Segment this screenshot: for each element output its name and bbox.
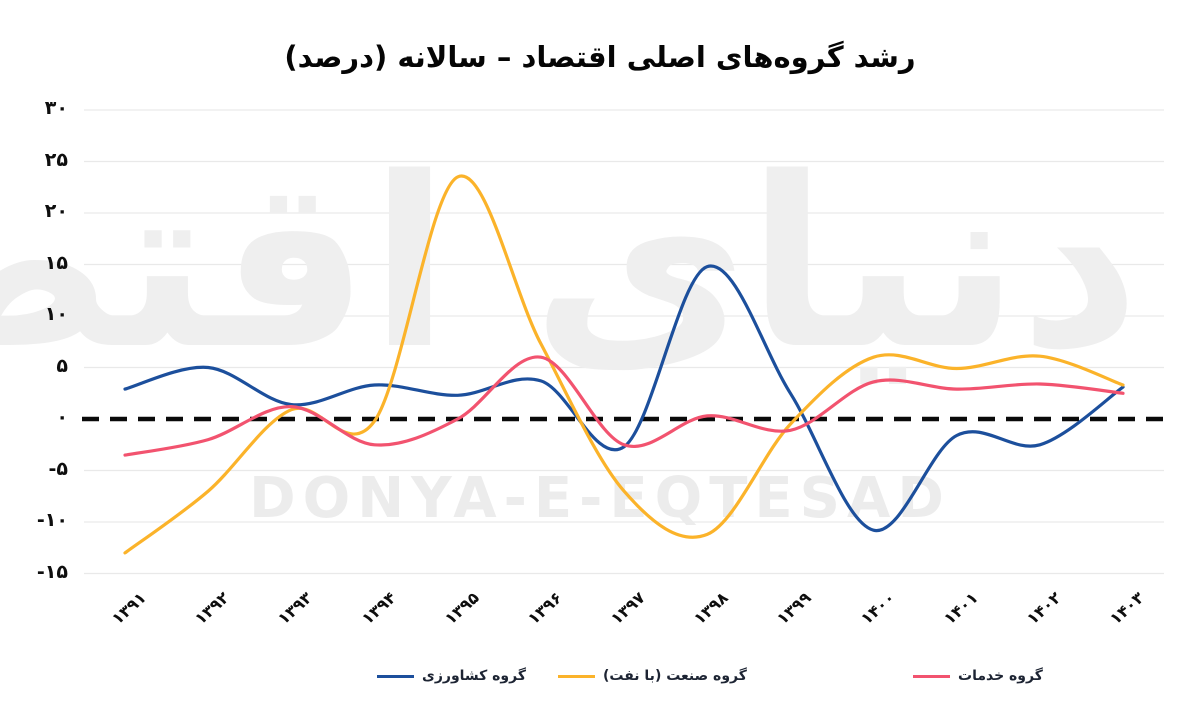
y-tick-label: ۱۰ xyxy=(44,303,68,325)
series-line-1 xyxy=(123,174,1125,555)
y-tick-label: ۲۰ xyxy=(44,200,68,222)
y-tick-label: ۲۵ xyxy=(44,148,68,171)
watermark-farsi-logo: دنیای اقتصاد xyxy=(0,128,1140,401)
y-tick-label: -۱۵ xyxy=(36,560,68,583)
watermark-latin-text: DONYA-E-EQTESAD xyxy=(249,466,951,531)
chart-title: رشد گروه‌های اصلی اقتصاد – سالانه (درصد) xyxy=(284,40,916,74)
series-line-0 xyxy=(123,264,1125,532)
y-tick-label: ۳۰ xyxy=(44,97,68,119)
y-tick-label: -۱۰ xyxy=(36,509,68,531)
y-tick-label: -۵ xyxy=(48,457,68,480)
y-tick-label: ۱۵ xyxy=(44,251,68,274)
y-tick-label: ۰ xyxy=(56,406,68,428)
y-tick-label: ۵ xyxy=(56,354,68,377)
series-line-2 xyxy=(123,355,1125,457)
